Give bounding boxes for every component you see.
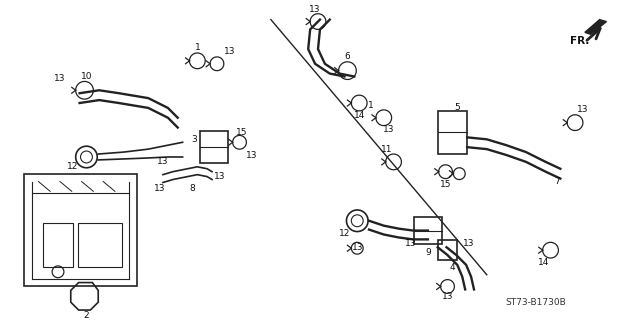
Text: 3: 3 (192, 135, 197, 144)
Text: 13: 13 (224, 46, 236, 55)
Text: 13: 13 (157, 157, 169, 166)
Text: 13: 13 (352, 243, 363, 252)
Text: 5: 5 (454, 103, 460, 112)
Bar (43, 223, 73, 267)
Text: 6: 6 (345, 52, 350, 61)
Text: 8: 8 (190, 184, 196, 193)
Text: FR.: FR. (570, 36, 590, 46)
Text: 4: 4 (450, 263, 455, 272)
Text: 9: 9 (425, 248, 431, 257)
Bar (438, 240, 457, 260)
Text: 10: 10 (81, 72, 92, 81)
Text: 15: 15 (236, 128, 247, 137)
Text: 12: 12 (67, 162, 78, 171)
Text: 13: 13 (442, 292, 454, 301)
Text: 12: 12 (339, 229, 350, 238)
Text: 11: 11 (381, 145, 392, 154)
Text: 13: 13 (404, 239, 416, 248)
Text: 13: 13 (214, 172, 225, 181)
Bar (414, 217, 441, 244)
Text: 13: 13 (54, 74, 66, 83)
Bar (438, 111, 467, 154)
Bar (200, 132, 228, 163)
Polygon shape (585, 20, 606, 34)
Text: 14: 14 (538, 259, 549, 268)
Text: 1: 1 (368, 101, 374, 110)
Text: 7: 7 (555, 177, 561, 186)
Text: 13: 13 (463, 239, 475, 248)
Text: 13: 13 (154, 184, 166, 193)
Text: 1: 1 (194, 43, 200, 52)
Text: 13: 13 (577, 105, 589, 114)
Text: 2: 2 (83, 311, 89, 320)
Text: 14: 14 (354, 111, 365, 120)
Bar (78, 223, 122, 267)
Text: 15: 15 (440, 180, 451, 189)
Text: ST73-B1730B: ST73-B1730B (505, 298, 566, 307)
Text: 13: 13 (383, 125, 394, 134)
Text: 13: 13 (310, 5, 321, 14)
Text: 13: 13 (245, 150, 257, 159)
